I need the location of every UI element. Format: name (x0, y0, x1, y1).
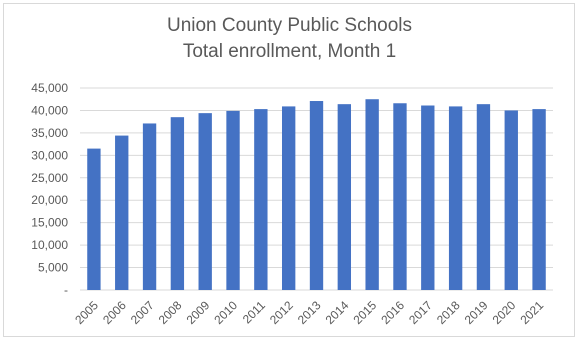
bar-2020 (504, 110, 518, 290)
bar-2015 (365, 99, 379, 290)
bar-2012 (281, 106, 296, 290)
x-tick-label: 2021 (517, 298, 546, 327)
x-tick-label: 2015 (350, 298, 379, 327)
y-tick-label: 10,000 (31, 238, 68, 252)
bar-2005 (87, 148, 101, 290)
x-tick-label: 2019 (462, 298, 491, 327)
y-tick-label: 15,000 (31, 216, 68, 230)
y-tick-label: 5,000 (38, 261, 68, 275)
bar-2021 (532, 109, 546, 290)
y-tick-label: 25,000 (31, 171, 68, 185)
bar-2009 (198, 113, 212, 290)
x-tick-label: 2012 (267, 298, 296, 327)
y-tick-label: 30,000 (31, 148, 68, 162)
x-tick-label: 2016 (378, 298, 407, 327)
bar-2019 (476, 104, 491, 290)
y-tick-label: - (64, 283, 68, 297)
bar-2006 (115, 135, 129, 290)
chart-title-line-2: Total enrollment, Month 1 (182, 41, 397, 62)
x-tick-label: 2020 (490, 298, 519, 327)
bar-2010 (226, 110, 240, 290)
x-tick-label: 2014 (323, 298, 352, 327)
x-tick-label: 2006 (100, 298, 129, 327)
x-tick-label: 2018 (434, 298, 463, 327)
bar-2013 (309, 101, 324, 290)
bar-2008 (170, 117, 185, 290)
x-axis-ticks: 2005 2006 2007 2008 2009 2010 2011 2012 2013 2014… (72, 298, 546, 327)
x-tick-label: 2005 (72, 298, 101, 327)
x-tick-label: 2013 (295, 298, 324, 327)
x-tick-label: 2009 (184, 298, 213, 327)
bar-2014 (337, 104, 352, 290)
y-axis-ticks: - 5,000 10,000 15,000 20,000 25,000 30,000 35,0… (31, 81, 68, 297)
y-tick-label: 45,000 (31, 81, 68, 95)
y-tick-label: 35,000 (31, 126, 68, 140)
x-tick-label: 2017 (406, 298, 435, 327)
bars (87, 99, 546, 290)
y-tick-label: 20,000 (31, 193, 68, 207)
bar-2016 (393, 103, 407, 290)
chart-title-line-1: Union County Public Schools (166, 15, 413, 36)
x-tick-label: 2011 (240, 298, 268, 326)
x-tick-label: 2008 (156, 298, 185, 327)
bar-2011 (254, 109, 268, 290)
bar-2017 (421, 105, 435, 290)
x-tick-label: 2007 (128, 298, 157, 327)
bar-2018 (448, 106, 463, 290)
bar-2007 (142, 123, 157, 290)
x-tick-label: 2010 (211, 298, 240, 327)
y-tick-label: 40,000 (31, 103, 68, 117)
